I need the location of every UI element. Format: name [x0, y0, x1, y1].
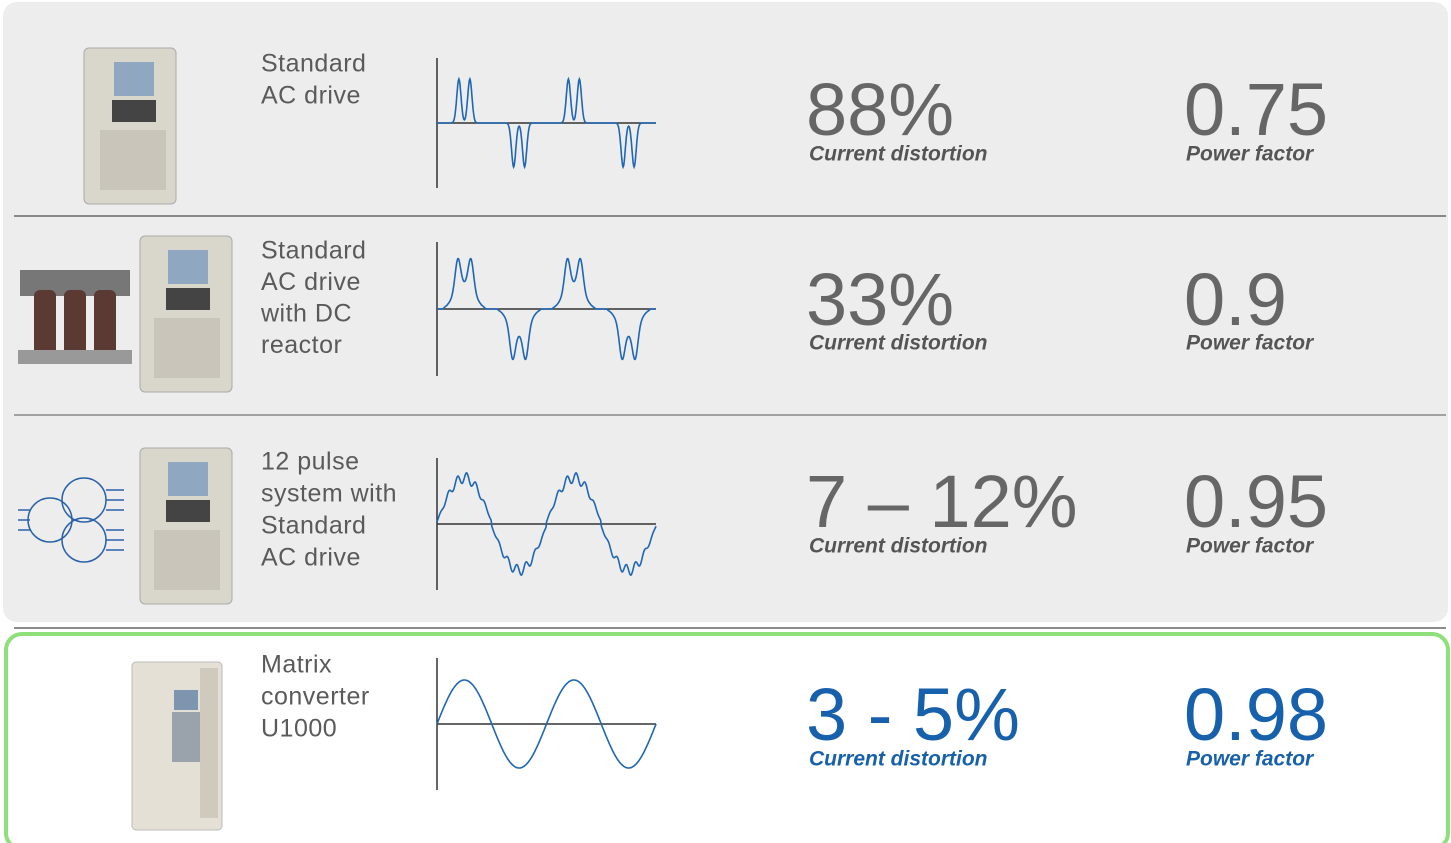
highlight-box [4, 632, 1450, 843]
transformer-icon [18, 477, 124, 563]
row-label: Standard [261, 512, 366, 540]
power-factor-label: Power factor [1186, 332, 1315, 355]
row-label: AC drive [261, 268, 361, 296]
row-label: Matrix [261, 651, 332, 679]
power-factor-value: 0.95 [1184, 460, 1328, 543]
row-label: U1000 [261, 715, 337, 743]
drive-icon [83, 47, 177, 205]
panel [3, 2, 1448, 622]
power-factor-value: 0.75 [1184, 68, 1328, 151]
waveform [436, 471, 657, 577]
row-label: Standard [261, 237, 366, 265]
row-label: converter [261, 683, 370, 711]
distortion-label: Current distortion [809, 143, 988, 166]
matrix-converter-icon [131, 661, 223, 831]
waveforms [436, 58, 657, 790]
row-label: system with [261, 480, 397, 508]
row-label: with DC [260, 300, 352, 328]
power-factor-value: 0.98 [1184, 673, 1328, 756]
row-label: Standard [261, 50, 366, 78]
row-label: 12 pulse [261, 448, 360, 476]
row-label: AC drive [261, 82, 361, 110]
distortion-label: Current distortion [809, 332, 988, 355]
row: Matrix converter U1000 3 - 5%Current distor… [261, 651, 1328, 771]
distortion-value: 33% [806, 258, 954, 341]
power-factor-value: 0.9 [1184, 258, 1287, 341]
drive-icon [139, 235, 233, 393]
drive-icon [139, 447, 233, 605]
distortion-value: 7 – 12% [806, 460, 1078, 543]
distortion-value: 88% [806, 68, 954, 151]
row: Standard AC drive with DC reactor 33%Current… [260, 237, 1315, 360]
row: Standard AC drive 88%Current distortion 0.7… [261, 50, 1328, 166]
power-factor-label: Power factor [1186, 535, 1315, 558]
waveform [437, 257, 656, 361]
distortion-value: 3 - 5% [806, 673, 1020, 756]
reactor-icon [18, 270, 132, 364]
row-label: reactor [261, 331, 342, 359]
row: 12 pulse system with Standard AC drive 7 – 1… [261, 448, 1328, 572]
row-label: AC drive [261, 544, 361, 572]
power-factor-label: Power factor [1186, 748, 1315, 771]
waveform [437, 76, 656, 170]
distortion-label: Current distortion [809, 535, 988, 558]
waveform [436, 679, 657, 769]
power-factor-label: Power factor [1186, 143, 1315, 166]
distortion-label: Current distortion [809, 748, 988, 771]
